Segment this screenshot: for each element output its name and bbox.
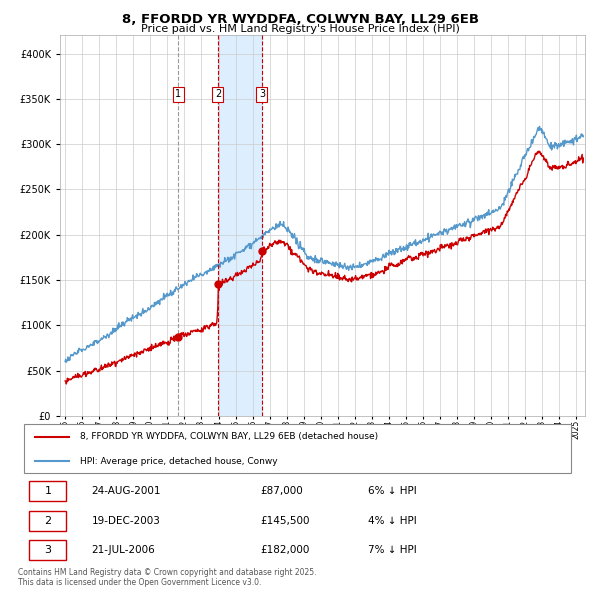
Text: 8, FFORDD YR WYDDFA, COLWYN BAY, LL29 6EB: 8, FFORDD YR WYDDFA, COLWYN BAY, LL29 6E… — [121, 13, 479, 26]
Text: 3: 3 — [44, 545, 52, 555]
Text: Price paid vs. HM Land Registry's House Price Index (HPI): Price paid vs. HM Land Registry's House … — [140, 24, 460, 34]
Bar — [218, 35, 262, 416]
Text: 8, FFORDD YR WYDDFA, COLWYN BAY, LL29 6EB (detached house): 8, FFORDD YR WYDDFA, COLWYN BAY, LL29 6E… — [80, 432, 378, 441]
FancyBboxPatch shape — [29, 540, 66, 560]
Text: 24-AUG-2001: 24-AUG-2001 — [91, 486, 161, 496]
Text: 21-JUL-2006: 21-JUL-2006 — [91, 545, 155, 555]
Text: £87,000: £87,000 — [260, 486, 303, 496]
Text: £145,500: £145,500 — [260, 516, 310, 526]
Text: 2: 2 — [215, 90, 221, 99]
Text: £182,000: £182,000 — [260, 545, 310, 555]
Text: 1: 1 — [44, 486, 52, 496]
Text: 1: 1 — [175, 90, 181, 99]
Text: 3: 3 — [259, 90, 265, 99]
Text: 7% ↓ HPI: 7% ↓ HPI — [368, 545, 416, 555]
Text: 2: 2 — [44, 516, 52, 526]
FancyBboxPatch shape — [23, 424, 571, 473]
Text: 4% ↓ HPI: 4% ↓ HPI — [368, 516, 416, 526]
Text: HPI: Average price, detached house, Conwy: HPI: Average price, detached house, Conw… — [80, 457, 278, 466]
FancyBboxPatch shape — [29, 510, 66, 531]
Text: 6% ↓ HPI: 6% ↓ HPI — [368, 486, 416, 496]
FancyBboxPatch shape — [29, 481, 66, 501]
Text: 19-DEC-2003: 19-DEC-2003 — [91, 516, 160, 526]
Text: Contains HM Land Registry data © Crown copyright and database right 2025.
This d: Contains HM Land Registry data © Crown c… — [18, 568, 317, 587]
